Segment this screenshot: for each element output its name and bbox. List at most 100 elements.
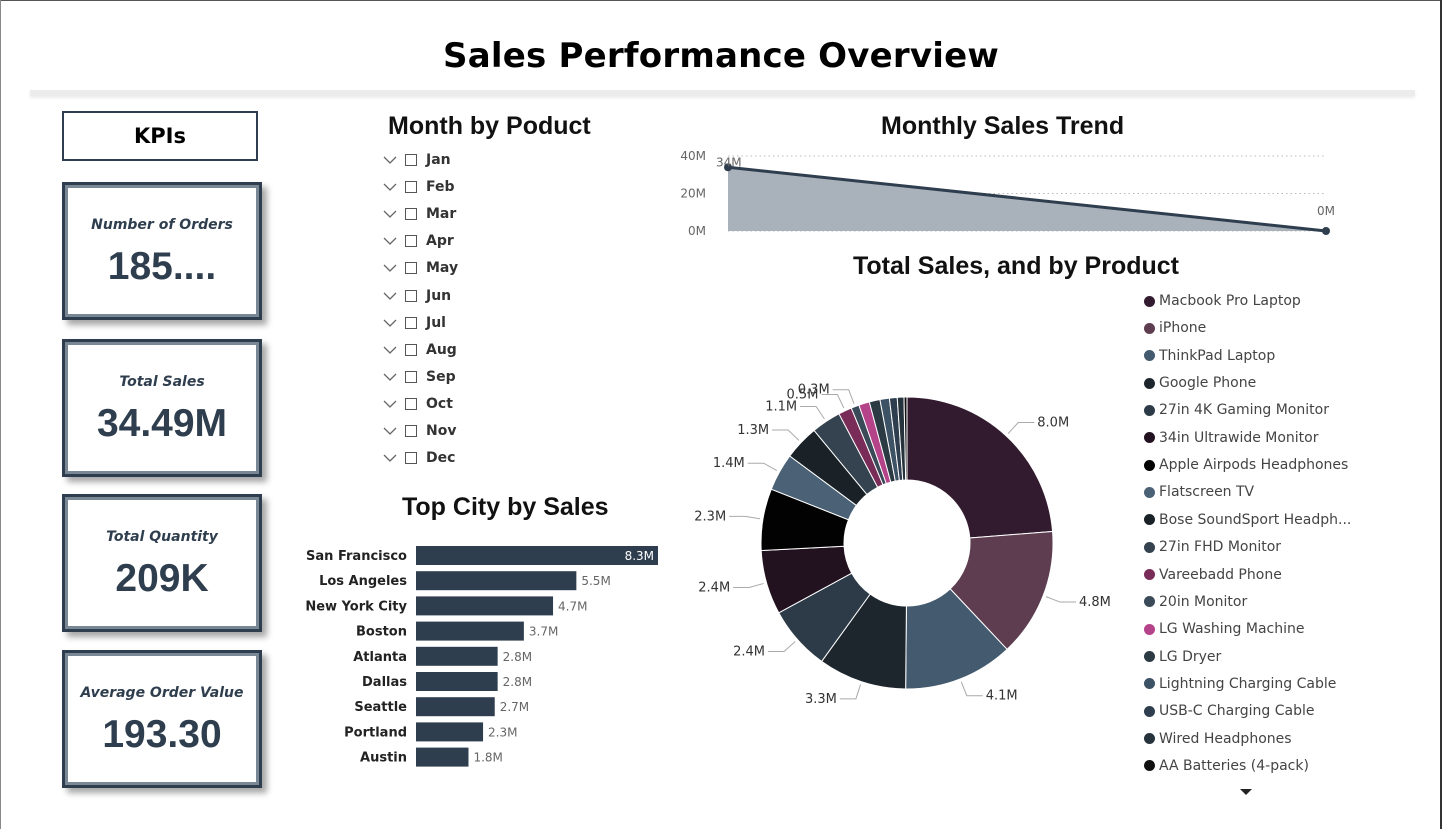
legend-item[interactable]: 27in 4K Gaming Monitor xyxy=(1144,400,1329,420)
kpi-card-total-sales[interactable]: Total Sales 34.49M xyxy=(62,339,262,477)
chevron-down-icon[interactable] xyxy=(382,396,398,412)
legend-item[interactable]: Bose SoundSport Headph... xyxy=(1144,510,1351,530)
checkbox[interactable] xyxy=(405,262,417,275)
checkbox[interactable] xyxy=(405,370,417,383)
legend-label: Google Phone xyxy=(1159,375,1257,392)
leader-line xyxy=(1045,596,1077,603)
chevron-down-icon[interactable] xyxy=(382,369,398,385)
chevron-down-icon[interactable] xyxy=(382,423,398,439)
slicer-item-label: May xyxy=(426,260,459,277)
legend-color-dot xyxy=(1144,541,1155,553)
trend-point[interactable] xyxy=(724,163,732,172)
checkbox[interactable] xyxy=(405,397,417,410)
legend-item[interactable]: 27in FHD Monitor xyxy=(1144,537,1281,557)
slicer-item-label: Oct xyxy=(426,395,453,412)
window-frame-top xyxy=(0,0,1442,1)
slicer-item-feb[interactable]: Feb xyxy=(382,176,455,198)
checkbox[interactable] xyxy=(405,316,417,329)
donut-chart-title: Total Sales, and by Product xyxy=(853,252,1179,280)
chevron-down-icon[interactable] xyxy=(382,260,398,276)
slicer-item-may[interactable]: May xyxy=(382,257,458,279)
slice-data-label: 2.3M xyxy=(694,509,726,524)
chevron-down-icon[interactable] xyxy=(382,288,398,304)
checkbox[interactable] xyxy=(405,235,417,248)
legend-label: Wired Headphones xyxy=(1159,730,1292,747)
kpi-card-average-order-value[interactable]: Average Order Value 193.30 xyxy=(62,650,262,788)
slicer-item-jan[interactable]: Jan xyxy=(382,149,451,171)
legend-item[interactable]: 20in Monitor xyxy=(1144,592,1247,612)
legend-item[interactable]: Vareebadd Phone xyxy=(1144,565,1282,585)
checkbox[interactable] xyxy=(405,181,417,194)
legend-color-dot xyxy=(1144,569,1155,580)
kpi-card-orders[interactable]: Number of Orders 185.... xyxy=(62,182,262,320)
legend-color-dot xyxy=(1144,295,1155,307)
chevron-down-icon[interactable] xyxy=(382,233,398,249)
slicer-item-dec[interactable]: Dec xyxy=(382,447,455,469)
city-bar[interactable] xyxy=(416,672,498,691)
city-bar[interactable] xyxy=(416,697,495,717)
legend-item[interactable]: Google Phone xyxy=(1144,373,1256,393)
legend-item[interactable]: Flatscreen TV xyxy=(1144,482,1254,502)
legend-item[interactable]: Apple Airpods Headphones xyxy=(1144,455,1348,475)
city-bar[interactable] xyxy=(416,571,577,591)
slicer-item-jul[interactable]: Jul xyxy=(382,312,446,334)
checkbox[interactable] xyxy=(405,154,417,166)
slicer-item-aug[interactable]: Aug xyxy=(382,339,457,361)
legend-label: Macbook Pro Laptop xyxy=(1159,293,1301,309)
legend-color-dot xyxy=(1144,404,1155,416)
checkbox[interactable] xyxy=(405,289,417,302)
slice-data-label: 0.3M xyxy=(798,383,830,398)
legend-item[interactable]: AA Batteries (4-pack) xyxy=(1144,756,1309,776)
legend-item[interactable]: 34in Ultrawide Monitor xyxy=(1144,428,1319,448)
legend-label: Lightning Charging Cable xyxy=(1159,675,1337,692)
legend-color-dot xyxy=(1144,432,1155,444)
slicer-item-oct[interactable]: Oct xyxy=(382,393,453,415)
slice-data-label: 2.4M xyxy=(698,581,730,596)
legend-label: Vareebadd Phone xyxy=(1159,566,1282,583)
chevron-down-icon[interactable] xyxy=(382,342,398,358)
donut-slice[interactable] xyxy=(906,396,1054,539)
legend-item[interactable]: Wired Headphones xyxy=(1144,729,1292,749)
legend-item[interactable]: Lightning Charging Cable xyxy=(1144,674,1336,694)
checkbox[interactable] xyxy=(405,452,417,465)
slicer-item-apr[interactable]: Apr xyxy=(382,230,454,252)
slicer-item-mar[interactable]: Mar xyxy=(382,203,456,225)
checkbox[interactable] xyxy=(405,208,417,221)
city-bar[interactable] xyxy=(416,747,469,767)
slicer-item-nov[interactable]: Nov xyxy=(382,420,456,442)
checkbox[interactable] xyxy=(405,425,417,437)
slicer-item-label: Apr xyxy=(426,233,454,250)
legend-item[interactable]: USB-C Charging Cable xyxy=(1144,701,1314,721)
legend-item[interactable]: LG Dryer xyxy=(1144,647,1221,667)
legend-label: ThinkPad Laptop xyxy=(1159,347,1276,364)
chevron-down-icon[interactable] xyxy=(382,315,398,331)
city-bar[interactable] xyxy=(416,722,484,742)
legend-item[interactable]: iPhone xyxy=(1144,318,1206,338)
city-bar[interactable] xyxy=(416,596,554,616)
chevron-down-icon[interactable] xyxy=(382,152,398,168)
chevron-down-icon[interactable] xyxy=(382,179,398,195)
donut-slice[interactable] xyxy=(903,396,908,481)
legend-item[interactable]: Macbook Pro Laptop xyxy=(1144,291,1301,311)
slicer-item-label: Dec xyxy=(426,450,456,467)
chevron-down-icon[interactable] xyxy=(382,206,398,222)
city-bar[interactable] xyxy=(416,621,524,641)
slicer-item-label: Feb xyxy=(426,179,455,196)
legend-scroll-down-icon[interactable] xyxy=(1240,789,1252,795)
legend-item[interactable]: ThinkPad Laptop xyxy=(1144,346,1275,366)
kpi-label: Total Quantity xyxy=(106,529,218,545)
kpi-value: 185.... xyxy=(107,245,217,288)
slicer-item-sep[interactable]: Sep xyxy=(382,366,456,388)
city-label: Boston xyxy=(356,625,407,640)
kpi-card-total-quantity[interactable]: Total Quantity 209K xyxy=(62,494,262,632)
kpi-label: Number of Orders xyxy=(91,217,233,233)
city-bar[interactable] xyxy=(416,646,498,666)
trend-point[interactable] xyxy=(1322,227,1330,235)
slicer-item-jun[interactable]: Jun xyxy=(382,285,451,307)
city-label: Seattle xyxy=(354,700,407,715)
city-bar[interactable] xyxy=(416,546,658,565)
legend-color-dot xyxy=(1144,322,1155,334)
checkbox[interactable] xyxy=(405,343,417,356)
legend-item[interactable]: LG Washing Machine xyxy=(1144,619,1305,639)
chevron-down-icon[interactable] xyxy=(382,450,398,466)
